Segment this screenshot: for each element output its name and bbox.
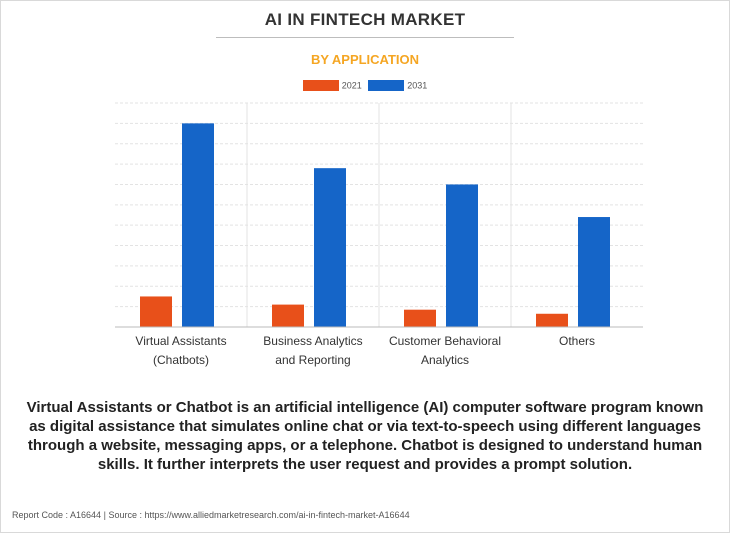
chart-subtitle: BY APPLICATION — [310, 52, 420, 67]
description-text: Virtual Assistants or Chatbot is an arti… — [26, 399, 704, 473]
chart-title: AI IN FINTECH MARKET — [264, 10, 466, 29]
x-tick-label: Virtual Assistants — [135, 334, 226, 348]
bar-2031-1 — [314, 168, 346, 327]
x-tick-label: (Chatbots) — [153, 353, 209, 367]
bar-2021-1 — [272, 304, 304, 327]
x-tick-label: Analytics — [421, 353, 469, 367]
bar-chart: Virtual Assistants (Chatbots) Business Ana… — [115, 102, 643, 367]
bar-2021-3 — [536, 313, 568, 327]
legend-label-2021: 2021 — [341, 80, 362, 91]
bar-2021-2 — [404, 309, 436, 327]
legend-item-2031: 2031 — [368, 80, 428, 92]
x-tick-label: Business Analytics — [263, 334, 362, 348]
bar-2031-2 — [446, 184, 478, 327]
x-tick-label: Customer Behavioral — [389, 334, 501, 348]
legend-swatch-2021 — [302, 80, 339, 92]
bar-2031-0 — [182, 123, 214, 327]
report-code: Report Code : A16644 — [12, 510, 102, 520]
legend-label-2031: 2031 — [407, 80, 428, 91]
bar-2031-3 — [578, 217, 610, 327]
footer-separator: | — [103, 510, 106, 520]
footer: Report Code : A16644 | Source : https://… — [12, 510, 410, 520]
title-divider — [216, 37, 514, 38]
legend-item-2021: 2021 — [302, 80, 362, 92]
legend-swatch-2031 — [368, 80, 405, 92]
chart-legend: 2021 2031 — [0, 80, 730, 92]
bar-2021-0 — [140, 296, 172, 327]
source-text: Source : https://www.alliedmarketresearc… — [108, 510, 410, 520]
x-tick-label: Others — [559, 334, 595, 348]
x-tick-label: and Reporting — [275, 353, 350, 367]
